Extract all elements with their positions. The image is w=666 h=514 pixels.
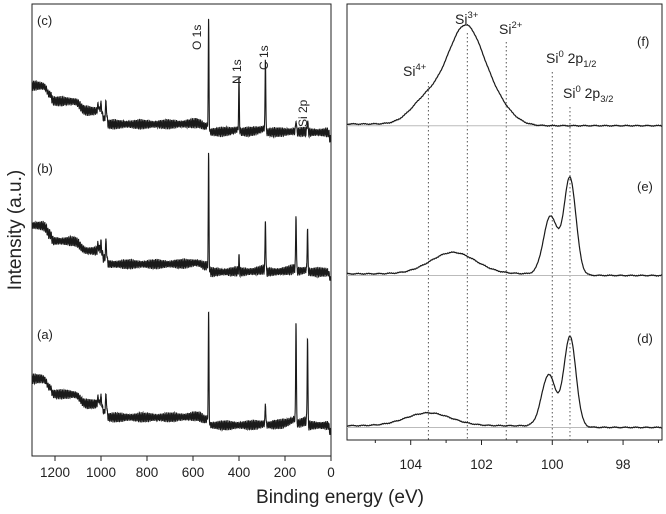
si2p-x-tick-label: 100 xyxy=(541,457,564,472)
panel-label-f: (f) xyxy=(637,34,649,49)
survey-x-tick-label: 800 xyxy=(136,465,159,480)
survey-x-ticks: 1200 1000 800 600 400 200 0 xyxy=(40,456,335,480)
survey-spectrum-c xyxy=(31,18,332,143)
survey-x-tick-label: 200 xyxy=(274,465,297,480)
si2p-spectrum-e xyxy=(346,175,663,277)
si2p-panel: 104 102 100 98 (f) (e) (d) Si4+ Si3+ Si2+ S… xyxy=(346,3,663,472)
si2p-plot-frame xyxy=(346,3,663,441)
panel-label-a: (a) xyxy=(37,327,53,342)
si2p-spectrum-f xyxy=(346,23,663,128)
survey-spectra xyxy=(31,18,332,436)
peak-label-n1s: N 1s xyxy=(230,59,244,84)
si2p-x-tick-label: 102 xyxy=(470,457,493,472)
survey-x-tick-label: 1200 xyxy=(40,465,70,480)
reference-lines xyxy=(427,33,571,440)
species-label-si0-2p3-2: Si0 2p3/2 xyxy=(563,84,613,105)
survey-panel: 1200 1000 800 600 400 200 0 (c) (b) (a) O 1s N… xyxy=(31,3,335,480)
survey-spectrum-b xyxy=(31,152,332,281)
peak-label-o1s: O 1s xyxy=(190,25,204,50)
survey-plot-frame xyxy=(31,3,332,457)
panel-label-b: (b) xyxy=(37,161,53,176)
species-label-si2: Si2+ xyxy=(499,20,523,37)
x-axis-title: Binding energy (eV) xyxy=(256,487,424,508)
si2p-x-tick-label: 104 xyxy=(399,457,422,472)
peak-label-c1s: C 1s xyxy=(257,45,271,70)
si2p-x-ticks: 104 102 100 98 xyxy=(374,440,659,472)
y-axis-title: Intensity (a.u.) xyxy=(5,170,26,290)
survey-spectrum-a xyxy=(31,311,332,436)
survey-x-tick-label: 400 xyxy=(228,465,251,480)
panel-label-c: (c) xyxy=(37,13,52,28)
si2p-spectra xyxy=(346,23,663,429)
si2p-spectrum-d xyxy=(346,335,663,429)
si2p-x-tick-label: 98 xyxy=(616,457,631,472)
survey-x-tick-label: 600 xyxy=(182,465,205,480)
panel-label-d: (d) xyxy=(637,331,653,346)
survey-x-tick-label: 1000 xyxy=(86,465,116,480)
species-label-si4: Si4+ xyxy=(403,62,427,79)
species-label-si3: Si3+ xyxy=(455,10,479,27)
survey-x-tick-label: 0 xyxy=(327,465,335,480)
species-label-si0-2p1-2: Si0 2p1/2 xyxy=(546,49,596,70)
panel-label-e: (e) xyxy=(637,179,653,194)
peak-label-si2p: Si 2p xyxy=(296,99,310,127)
